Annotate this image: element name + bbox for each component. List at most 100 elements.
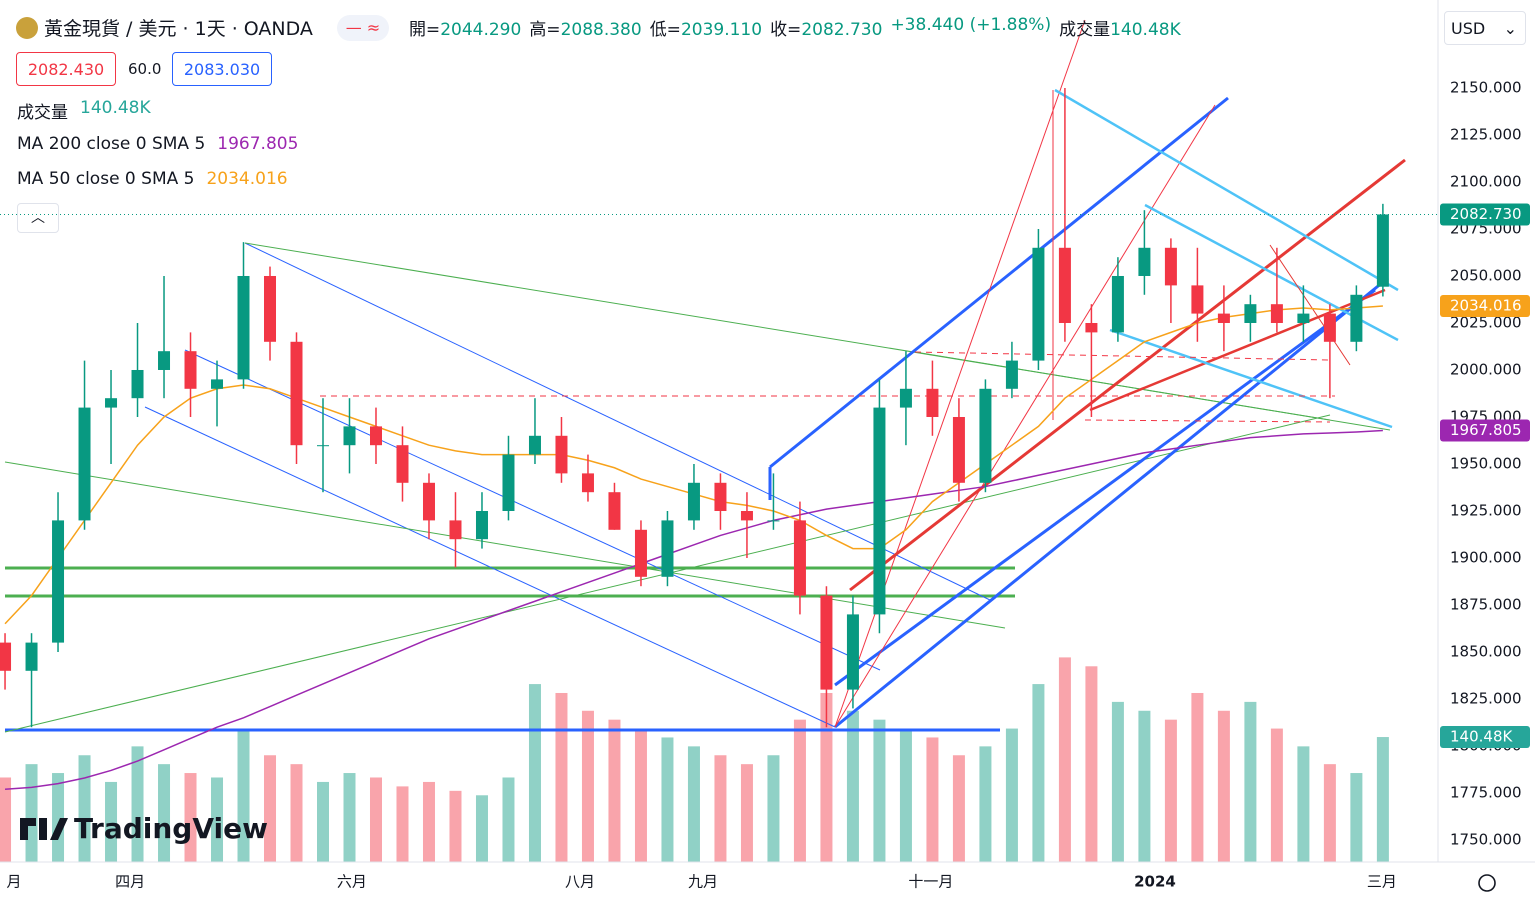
volume-bar <box>767 755 780 862</box>
candle-body <box>52 520 65 643</box>
volume-bar <box>1085 666 1098 862</box>
price-badge <box>1440 419 1530 442</box>
candle-body <box>1376 214 1389 287</box>
candle-body <box>661 520 674 577</box>
volume-bar <box>873 719 886 862</box>
candle-body <box>1297 313 1310 323</box>
symbol-header: 黃金現貨 / 美元 · 1天 · OANDA — ≈ 開=2044.290 高=2… <box>16 14 1181 41</box>
candle-body <box>1085 322 1098 333</box>
volume-bar <box>1217 710 1230 862</box>
candle-body <box>820 595 833 690</box>
candle-body <box>1323 313 1336 342</box>
candle-body <box>1217 313 1230 323</box>
coin-icon <box>16 16 38 39</box>
volume-bar <box>528 684 541 862</box>
candle-body <box>1244 304 1257 323</box>
candle-body <box>158 351 171 370</box>
buy-button[interactable]: 2083.030 <box>172 52 272 86</box>
sell-button[interactable]: 2082.430 <box>16 52 116 86</box>
candle-body <box>1164 247 1177 286</box>
candle-body <box>1270 304 1283 323</box>
candle-body <box>237 275 250 380</box>
volume-bar <box>158 764 171 862</box>
volume-bar <box>1138 710 1151 862</box>
candle-body <box>449 520 462 540</box>
price-badge-label: 140.48K <box>1450 728 1513 746</box>
candle-body <box>714 482 727 511</box>
indicator-name: MA 200 close 0 SMA 5 <box>17 133 206 154</box>
y-tick-label: 1875.000 <box>1450 595 1522 613</box>
candle-body <box>740 510 753 521</box>
volume-label: 成交量 <box>1059 20 1111 40</box>
indicator: MA 50 close 0 SMA 5 2034.016 <box>17 169 288 189</box>
candle-body <box>528 435 541 455</box>
candle-body <box>422 482 435 521</box>
volume-bar <box>714 755 727 862</box>
indicator-value: 1967.805 <box>217 133 299 154</box>
settings-icon[interactable] <box>1478 874 1496 892</box>
indicator-value: 2034.016 <box>206 169 288 189</box>
volume-bar <box>131 746 144 862</box>
price-badge <box>1440 203 1530 226</box>
ma200-line <box>4 429 1383 790</box>
volume-bar <box>846 710 859 862</box>
collapse-button[interactable]: ︿ <box>17 203 59 233</box>
ohlc-item: 開=2044.290 <box>409 15 521 40</box>
candle-body <box>1005 360 1018 389</box>
volume-bar <box>1350 773 1363 862</box>
candle-body <box>687 482 700 521</box>
x-tick-label: 八月 <box>565 873 595 891</box>
y-tick-label: 1900.000 <box>1450 548 1522 566</box>
ohlc-value: 2088.380 <box>560 20 642 40</box>
drawings <box>4 19 1406 733</box>
indicator: 成交量 140.48K <box>17 98 151 123</box>
candle-body <box>78 407 91 521</box>
tv-logo <box>20 818 68 840</box>
candle-body <box>899 388 912 408</box>
volume-bar <box>1111 701 1124 862</box>
ohlc-label: 開= <box>408 20 441 40</box>
volume-bar <box>926 737 939 862</box>
volume-bar <box>1376 737 1389 862</box>
y-tick-label: 1775.000 <box>1450 784 1522 802</box>
candle-body <box>475 510 488 540</box>
indicator-name: 成交量 <box>17 103 68 123</box>
candle-body <box>1058 247 1071 323</box>
indicator: MA 200 close 0 SMA 5 1967.805 <box>17 134 298 154</box>
candle-body <box>290 341 303 446</box>
candle-body <box>502 454 515 511</box>
indicator-value: 140.48K <box>80 98 151 118</box>
volume-bar <box>1270 728 1283 862</box>
volume-bar <box>740 764 753 862</box>
y-tick-label: 2050.000 <box>1450 266 1522 284</box>
ohlc-item: 低=2039.110 <box>650 15 762 40</box>
currency: USD <box>1451 19 1486 38</box>
x-tick-label: 月 <box>7 873 22 891</box>
candle-body <box>1138 247 1151 276</box>
y-tick-label: 2025.000 <box>1450 313 1522 331</box>
price-badge <box>1440 726 1530 749</box>
y-tick-label: 2125.000 <box>1450 125 1522 143</box>
x-tick-label: 三月 <box>1367 873 1397 891</box>
volume-bar <box>581 710 594 862</box>
volume-bar <box>25 764 38 862</box>
volume-bar <box>52 773 65 862</box>
volume-bar <box>449 790 462 862</box>
volume-bar <box>502 777 515 862</box>
x-tick-label: 九月 <box>688 873 718 891</box>
volume-bar <box>899 728 912 862</box>
candle-body <box>343 426 356 446</box>
volume: 成交量140.48K <box>1059 15 1181 40</box>
candle-body <box>317 445 330 447</box>
toggle[interactable]: — ≈ <box>336 14 389 41</box>
ohlc-item: 收=2082.730 <box>770 15 882 40</box>
y-tick-label: 1950.000 <box>1450 454 1522 472</box>
x-tick-label: 四月 <box>115 873 145 891</box>
candle-body <box>555 435 568 474</box>
candle-body <box>979 388 992 483</box>
candle-body <box>25 642 38 671</box>
price-badge-label: 1967.805 <box>1450 421 1522 439</box>
currency-select[interactable]: USD ⌄ <box>1444 11 1526 45</box>
candle-body <box>211 379 224 389</box>
volume-bar <box>1244 701 1257 862</box>
